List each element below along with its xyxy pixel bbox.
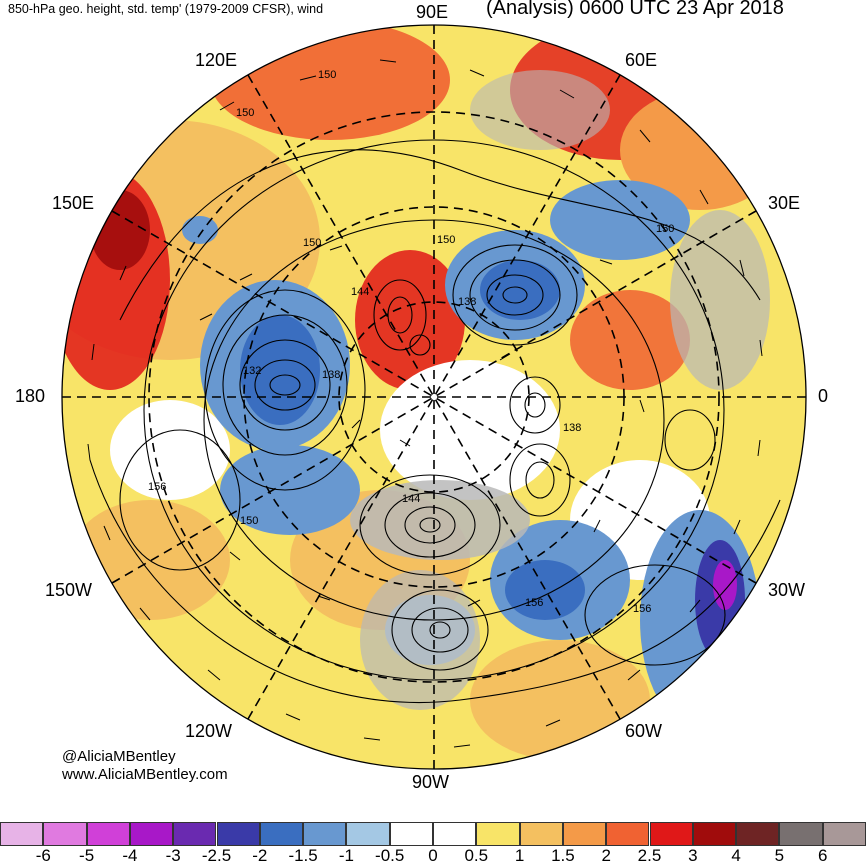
colorbar-swatch <box>43 822 87 846</box>
colorbar-tick-label: -3 <box>165 846 181 865</box>
colorbar-tick-label: 2.5 <box>637 846 662 865</box>
map-boundary <box>61 24 807 770</box>
colorbar-tick-labels: -6 -5 -4 -3 -2.5 -2 -1.5 -1 -0.5 0 0.5 1 1.5 2 2.5 3 4 5 6 <box>0 846 868 865</box>
colorbar-tick-label: -4 <box>122 846 138 865</box>
colorbar-tick-label: 1.5 <box>551 846 575 865</box>
contour-label: 150 <box>318 69 336 81</box>
contour-label: 132 <box>243 365 261 377</box>
colorbar-swatch <box>346 822 390 846</box>
contour-label-group: 150 150 150 150 150 144 138 132 138 138 … <box>148 69 674 615</box>
contour-label: 144 <box>402 493 420 505</box>
contour-label: 150 <box>236 107 254 119</box>
colorbar-tick-label: 0 <box>428 846 438 865</box>
colorbar-swatch <box>303 822 347 846</box>
colorbar-swatch <box>822 822 866 846</box>
colorbar-swatch <box>649 822 693 846</box>
colorbar-swatch <box>606 822 650 846</box>
credit-handle: @AliciaMBentley <box>62 748 176 765</box>
colorbar-tick-label: -5 <box>79 846 95 865</box>
contour-label: 156 <box>148 481 166 493</box>
lon-label-150e: 150E <box>52 193 95 213</box>
lon-label-120w: 120W <box>185 721 233 741</box>
author-credit: @AliciaMBentley www.AliciaMBentley.com <box>62 748 228 784</box>
colorbar-tick-label: 2 <box>601 846 611 865</box>
contour-label: 150 <box>303 237 321 249</box>
colorbar-tick-label: 4 <box>731 846 741 865</box>
contour-label: 138 <box>322 369 340 381</box>
lon-label-60e: 60E <box>625 50 658 70</box>
colorbar-swatch <box>736 822 780 846</box>
colorbar-tick-label: -6 <box>35 846 51 865</box>
lon-label-30e: 30E <box>768 193 801 213</box>
colorbar-swatch <box>129 822 174 846</box>
contour-label: 150 <box>656 223 674 235</box>
colorbar-tick-label: -2.5 <box>201 846 232 865</box>
colorbar-swatch <box>389 822 433 846</box>
colorbar-swatch <box>173 822 217 846</box>
lon-label-0: 0 <box>818 386 829 406</box>
colorbar-tick-label: 1 <box>514 846 525 865</box>
lon-label-120e: 120E <box>195 50 238 70</box>
colorbar-tick-label: 5 <box>774 846 785 865</box>
valid-time-title: (Analysis) 0600 UTC 23 Apr 2018 <box>486 0 784 19</box>
colorbar-swatch <box>86 822 130 846</box>
colorbar-swatch <box>259 822 304 846</box>
colorbar-tick-label: 3 <box>688 846 698 865</box>
colorbar-swatch <box>433 822 477 846</box>
contour-label: 156 <box>525 597 543 609</box>
colorbar-swatch <box>779 822 823 846</box>
contour-label: 150 <box>437 234 455 246</box>
colorbar <box>0 822 868 846</box>
lon-label-30w: 30W <box>768 580 806 600</box>
colorbar-swatch <box>216 822 260 846</box>
colorbar-tick-label: -2 <box>252 846 268 865</box>
polar-map: 150 150 150 150 150 144 138 132 138 138 … <box>61 24 807 770</box>
colorbar-tick-label: -1 <box>338 846 354 865</box>
colorbar-swatch <box>519 822 563 846</box>
colorbar-tick-label: -1.5 <box>288 846 318 865</box>
contour-label: 150 <box>240 515 258 527</box>
colorbar-tick-label: -0.5 <box>375 846 405 865</box>
colorbar-tick-label: 0.5 <box>464 846 489 865</box>
colorbar-swatch <box>0 822 44 846</box>
lon-label-180: 180 <box>15 386 46 406</box>
lon-label-60w: 60W <box>625 721 663 741</box>
lon-label-90w: 90W <box>412 772 450 792</box>
map-title: 850-hPa geo. height, std. temp' (1979-20… <box>8 2 324 16</box>
contour-label: 156 <box>633 603 651 615</box>
graticule <box>62 25 806 769</box>
contour-label: 138 <box>458 296 476 308</box>
colorbar-swatch <box>692 822 737 846</box>
lon-label-150w: 150W <box>45 580 93 600</box>
contour-label: 144 <box>351 286 369 298</box>
colorbar-swatch <box>562 822 607 846</box>
colorbar-swatch <box>476 822 520 846</box>
contour-label: 138 <box>563 422 581 434</box>
lon-label-90e: 90E <box>416 2 449 22</box>
colorbar-tick-label: 6 <box>817 846 828 865</box>
credit-website: www.AliciaMBentley.com <box>62 766 228 783</box>
